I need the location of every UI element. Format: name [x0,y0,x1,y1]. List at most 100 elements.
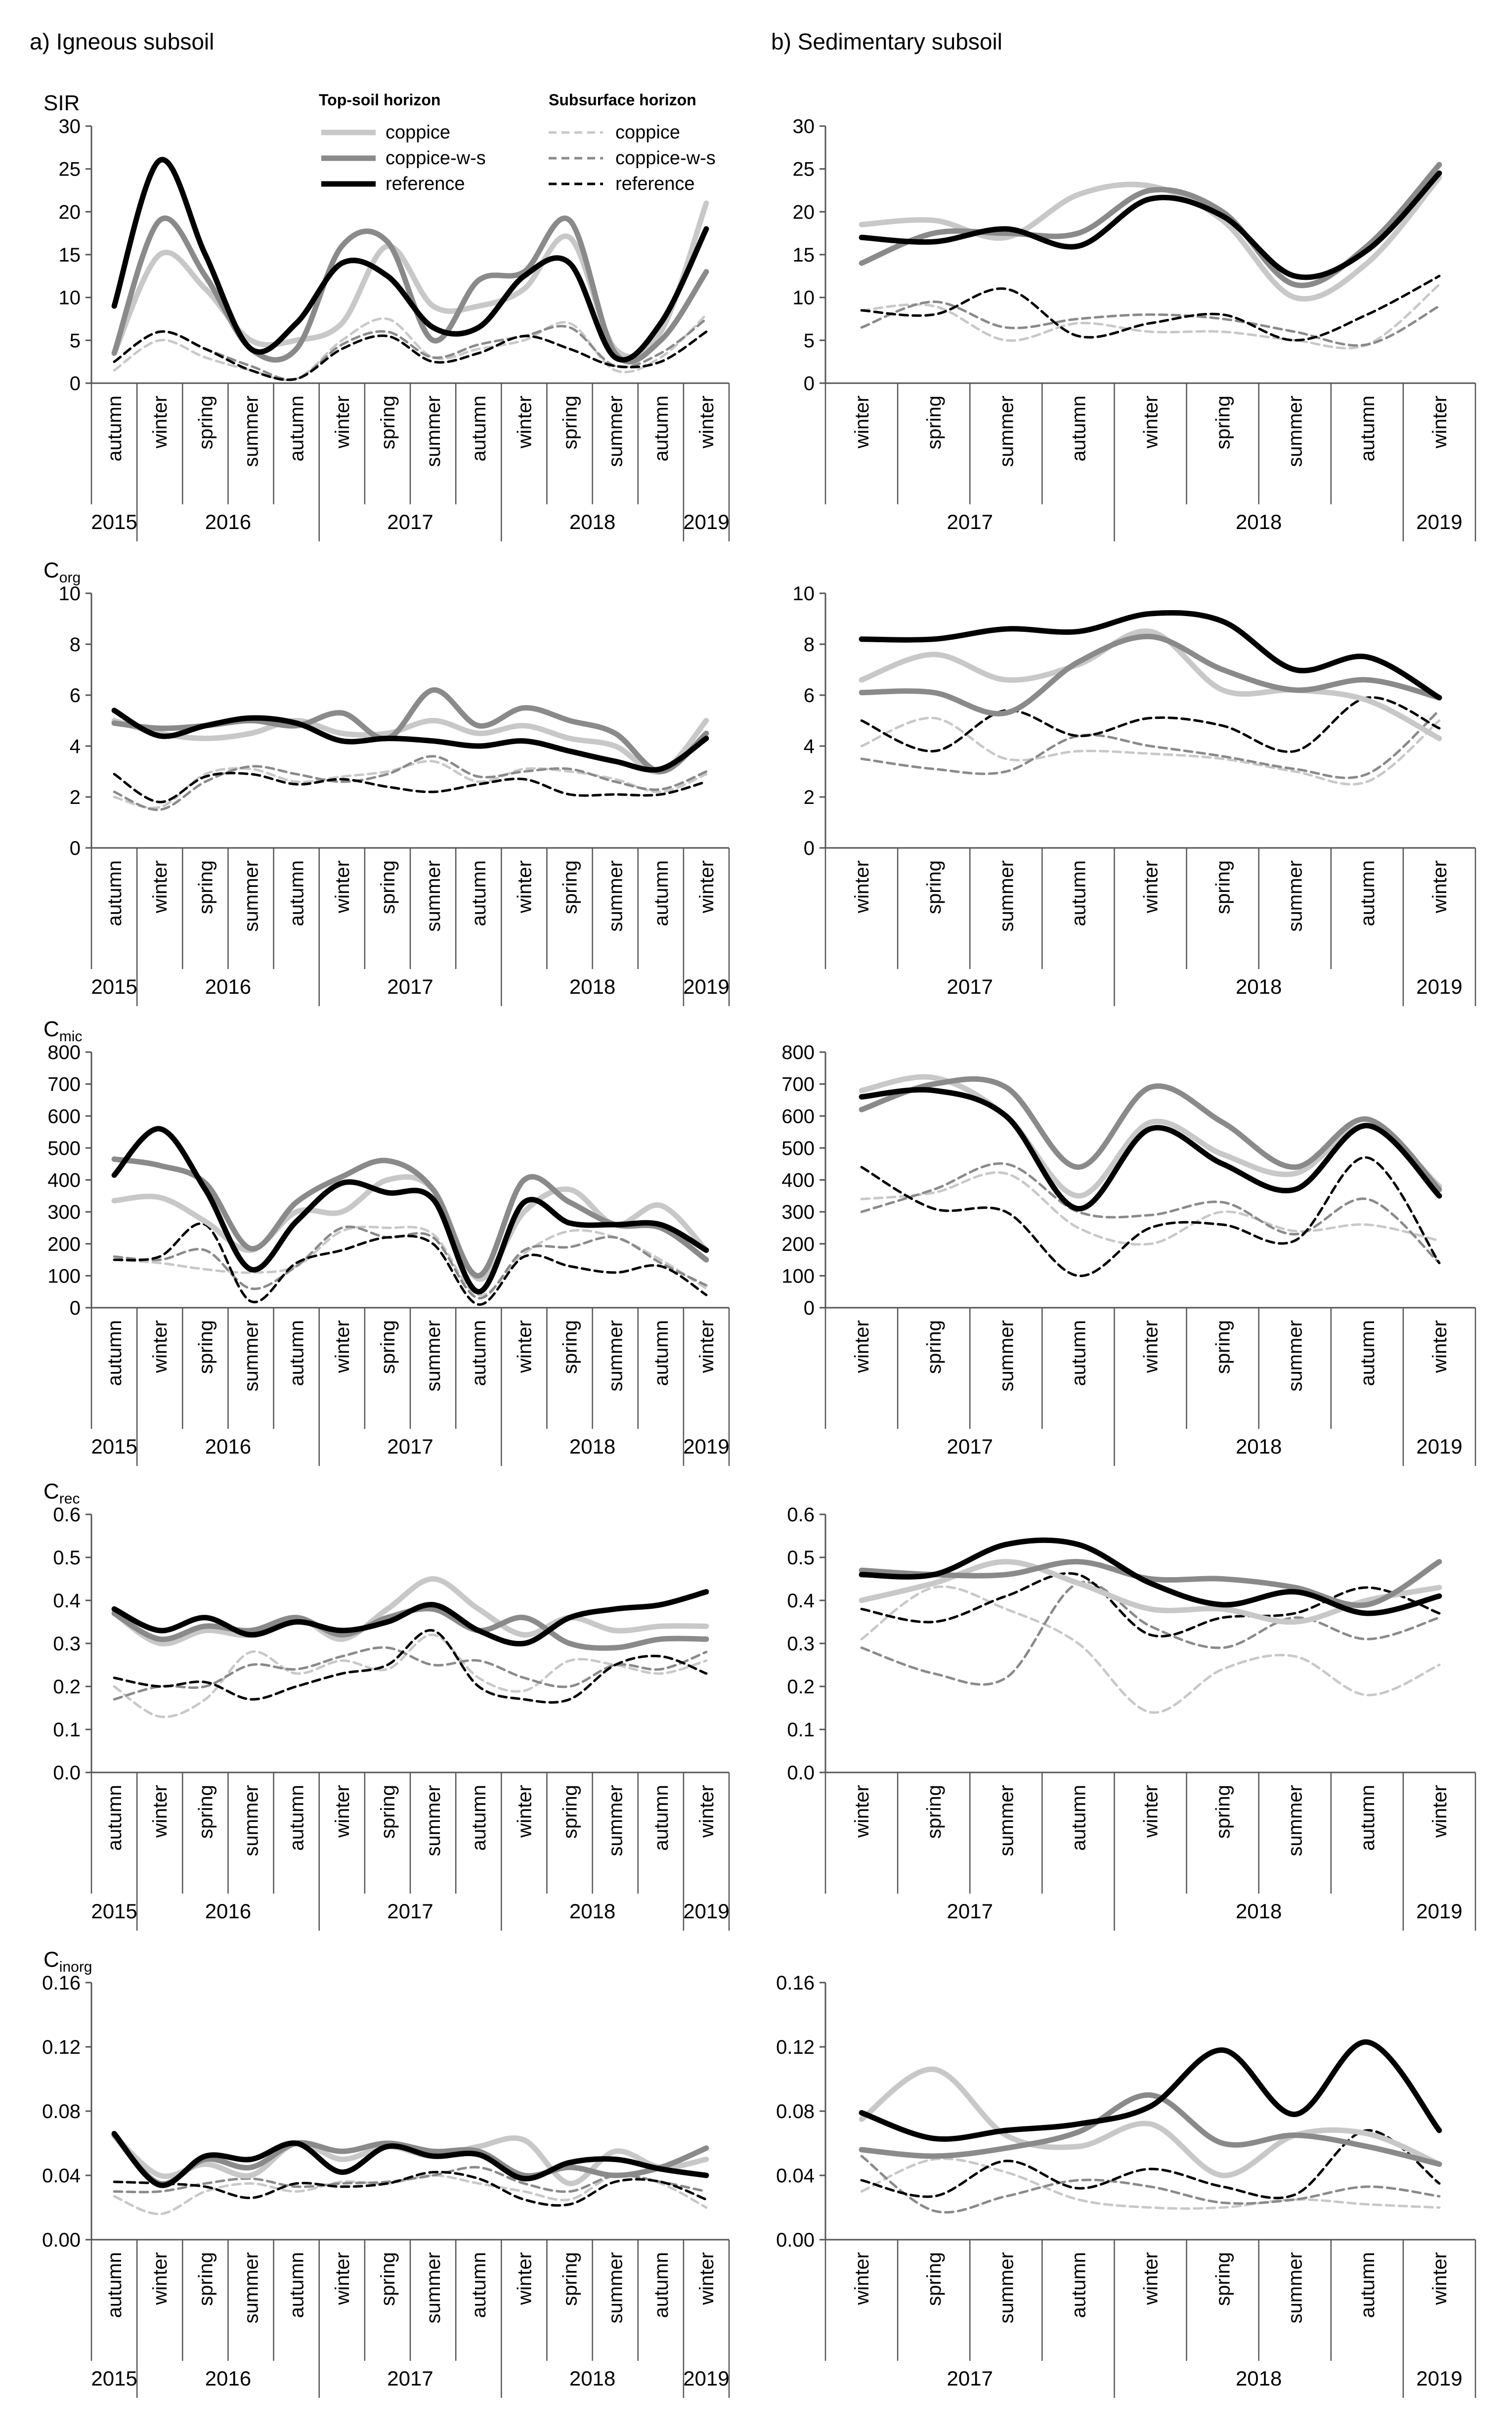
x-tick-label: autumn [286,2252,308,2318]
x-tick-label: winter [696,1320,718,1373]
y-tick-label: 0.1 [53,1719,81,1741]
x-year-label: 2019 [1416,1435,1462,1458]
x-tick-label: autumn [1357,860,1379,926]
x-year-label: 2017 [387,1435,433,1458]
x-year-label: 2015 [91,2367,137,2390]
x-tick-label: spring [1212,860,1234,914]
x-tick-label: autumn [468,860,490,926]
x-tick-label: spring [560,2252,581,2306]
x-tick-label: autumn [1357,1785,1379,1851]
x-tick-label: spring [560,860,581,914]
x-year-label: 2019 [683,510,729,533]
series-line-coppice-w-s-subsurface [113,755,708,811]
x-year-label: 2018 [1236,2367,1282,2390]
series-line-reference-subsurface [860,696,1441,753]
x-tick-label: winter [149,860,171,914]
y-tick-label: 0.5 [787,1547,815,1569]
x-tick-label: summer [423,2252,444,2323]
y-tick-label: 2 [804,787,815,808]
x-year-label: 2017 [387,510,433,533]
x-tick-label: summer [423,1785,444,1856]
series-line-coppice-top-soil [111,718,709,775]
x-tick-label: autumn [286,1785,308,1851]
legend-label: coppice [615,122,680,143]
x-tick-label: spring [560,1785,581,1839]
legend-label: reference [386,174,465,194]
series-line-reference-subsurface [113,772,708,803]
x-year-label: 2017 [947,1435,993,1458]
y-tick-label: 0.08 [42,2101,81,2122]
x-year-label: 2015 [91,510,137,533]
x-tick-label: summer [1285,860,1306,931]
x-tick-label: autumn [286,1320,308,1386]
x-tick-label: autumn [286,396,308,461]
y-tick-label: 0.6 [787,1504,815,1526]
series-line-reference-top-soil [859,170,1442,280]
x-year-label: 2019 [1416,2367,1462,2390]
x-tick-label: spring [1212,2252,1234,2306]
x-tick-label: autumn [1357,1320,1379,1386]
y-tick-label: 0 [804,373,815,395]
x-tick-label: winter [149,2252,171,2305]
y-tick-label: 0 [70,373,81,395]
x-tick-label: autumn [1068,2252,1089,2318]
x-tick-label: spring [923,1785,945,1839]
x-tick-label: winter [1140,2252,1162,2305]
x-tick-label: summer [605,1320,627,1391]
x-tick-label: winter [332,396,353,449]
x-tick-label: spring [195,1320,216,1374]
y-tick-label: 600 [781,1105,815,1127]
x-tick-label: autumn [104,1785,126,1851]
series-line-coppice-w-s-subsurface [860,2155,1441,2214]
y-tick-label: 4 [70,736,81,757]
y-tick-label: 30 [59,116,81,137]
y-tick-label: 0.08 [776,2101,815,2122]
series-line-coppice-subsurface [113,760,708,809]
x-tick-label: autumn [650,1785,672,1851]
y-tick-label: 6 [70,685,81,707]
x-tick-label: summer [241,860,262,931]
y-tick-label: 100 [47,1265,81,1287]
x-year-label: 2016 [205,1435,251,1458]
x-tick-label: autumn [468,2252,490,2318]
x-year-label: 2019 [1416,975,1462,998]
x-tick-label: winter [696,860,718,914]
x-year-label: 2019 [683,1435,729,1458]
y-tick-label: 800 [781,1042,815,1063]
x-tick-label: winter [851,2252,873,2305]
x-tick-label: winter [851,1785,873,1838]
series-line-reference-subsurface [860,274,1441,342]
series-line-coppice-w-s-top-soil [859,1076,1442,1193]
x-year-label: 2018 [1236,975,1282,998]
x-tick-label: autumn [1068,1320,1089,1386]
x-tick-label: autumn [104,2252,126,2318]
x-tick-label: summer [605,396,627,467]
x-year-label: 2017 [947,510,993,533]
x-tick-label: spring [377,2252,399,2306]
x-tick-label: summer [995,1320,1017,1391]
y-tick-label: 0.2 [53,1676,81,1698]
y-tick-label: 0.12 [42,2036,81,2058]
legend-topsoil-title: Top-soil horizon [319,91,440,109]
x-tick-label: summer [995,1785,1017,1856]
x-tick-label: spring [195,860,216,914]
y-tick-label: 10 [59,287,81,309]
y-tick-label: 0.04 [776,2165,815,2187]
x-tick-label: summer [241,2252,262,2323]
y-tick-label: 25 [59,159,81,180]
y-tick-label: 15 [793,244,815,266]
x-tick-label: summer [995,2252,1017,2323]
y-tick-label: 0.12 [776,2036,815,2058]
x-year-label: 2017 [387,2367,433,2390]
y-tick-label: 800 [47,1042,81,1063]
series-line-coppice-w-s-subsurface [113,1225,708,1300]
y-tick-label: 2 [70,787,81,808]
x-tick-label: summer [1285,396,1306,467]
x-tick-label: autumn [1357,2252,1379,2318]
series-line-coppice-top-soil [859,2066,1442,2178]
y-tick-label: 5 [804,330,815,352]
x-tick-label: autumn [1068,396,1089,461]
